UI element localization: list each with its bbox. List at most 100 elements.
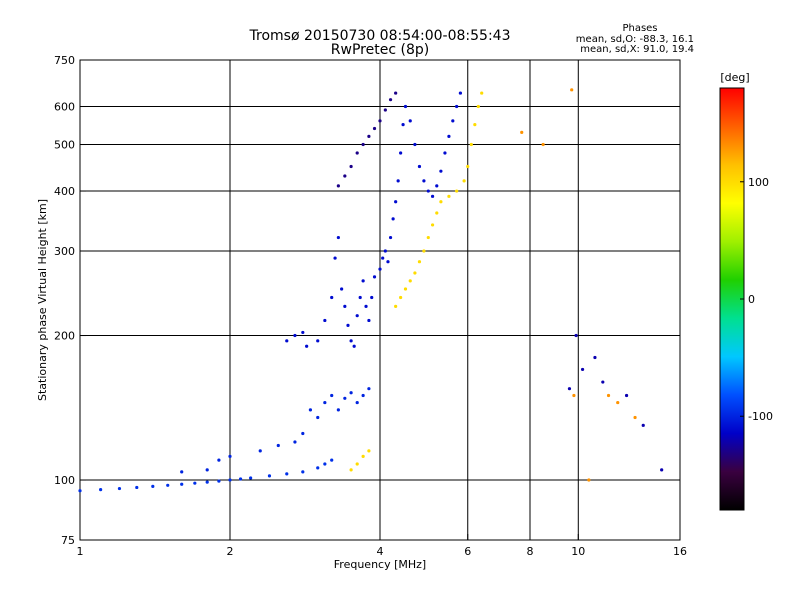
data-point [355, 314, 359, 318]
data-point [361, 279, 365, 283]
data-point [462, 179, 466, 183]
data-point [572, 393, 576, 398]
data-point [641, 423, 645, 427]
data-point [343, 396, 347, 400]
data-point [330, 393, 334, 398]
data-point [660, 468, 664, 472]
y-tick-label: 200 [54, 330, 75, 343]
data-point [355, 151, 359, 155]
data-point [358, 295, 362, 300]
data-point [426, 235, 430, 240]
y-tick-label: 400 [54, 185, 75, 198]
data-point [430, 194, 435, 198]
data-point [396, 179, 400, 183]
data-point [323, 318, 327, 323]
chart-subtitle: RwPretec (8p) [331, 42, 429, 58]
data-point [249, 476, 253, 480]
data-point [205, 480, 209, 484]
data-point [394, 200, 398, 204]
data-point [430, 223, 435, 227]
data-point [166, 483, 170, 487]
data-point [361, 454, 365, 459]
data-point [394, 304, 398, 309]
data-point [372, 126, 377, 131]
data-point [293, 333, 297, 338]
data-point [567, 387, 572, 391]
data-point [135, 485, 139, 490]
colorbar: 100 0 -100 [719, 87, 773, 511]
data-point [364, 304, 368, 309]
data-point [238, 477, 243, 481]
data-point [151, 484, 155, 488]
data-point [267, 474, 272, 478]
data-point [301, 330, 305, 335]
data-point [451, 119, 455, 123]
colorbar-label: [deg] [720, 71, 749, 84]
data-point [336, 184, 340, 188]
y-tick-label: 500 [54, 139, 75, 152]
data-point [372, 275, 377, 279]
data-point [476, 104, 480, 109]
x-tick-label: 8 [527, 545, 534, 558]
y-tick-label: 100 [54, 474, 75, 487]
data-point [316, 415, 320, 420]
data-point [541, 142, 545, 147]
data-point [403, 287, 408, 291]
data-point [447, 194, 451, 198]
y-axis-ticks: 75 100 200 300 400 500 600 750 [54, 54, 86, 547]
x-tick-label: 2 [227, 545, 234, 558]
data-point [99, 488, 103, 492]
data-point [422, 249, 426, 253]
data-point [399, 295, 403, 300]
data-point [308, 408, 313, 412]
data-point [574, 333, 578, 338]
data-point [403, 104, 408, 109]
data-point [316, 339, 320, 343]
data-point [383, 108, 387, 112]
colorbar-tick-label: 0 [748, 293, 755, 306]
data-point [205, 468, 209, 472]
data-point [480, 91, 484, 95]
data-point [624, 393, 629, 398]
data-point [520, 130, 524, 134]
data-point [293, 440, 297, 444]
data-point [435, 184, 439, 188]
data-point [305, 344, 309, 348]
data-point [333, 256, 337, 260]
data-point [413, 142, 417, 147]
data-point [228, 478, 232, 482]
data-point [367, 387, 371, 391]
x-tick-label: 16 [673, 545, 687, 558]
data-point [417, 260, 422, 264]
data-point [455, 189, 459, 193]
data-point [399, 151, 403, 155]
data-point [593, 355, 597, 360]
phases-heading: Phases [622, 23, 657, 34]
data-point [180, 482, 184, 486]
data-point [336, 408, 340, 412]
data-point [355, 462, 359, 466]
data-point [193, 481, 197, 485]
data-point [276, 443, 280, 448]
data-point [388, 98, 393, 102]
data-point [378, 267, 382, 271]
data-point [435, 211, 439, 215]
x-tick-label: 4 [377, 545, 384, 558]
data-point [355, 400, 359, 405]
data-point [323, 400, 327, 405]
data-point [340, 287, 344, 291]
data-point [408, 119, 412, 123]
data-point [383, 249, 387, 253]
data-point [439, 169, 443, 173]
data-point [394, 91, 398, 95]
data-point [473, 123, 477, 127]
x-tick-label: 6 [464, 545, 471, 558]
data-point [343, 174, 347, 178]
data-point [285, 472, 289, 476]
gridlines [80, 60, 680, 540]
data-point [330, 458, 334, 462]
data-point [217, 458, 221, 462]
data-point [455, 104, 459, 109]
x-axis-ticks: 1 2 4 6 8 10 16 [77, 534, 687, 558]
data-point [349, 164, 353, 169]
